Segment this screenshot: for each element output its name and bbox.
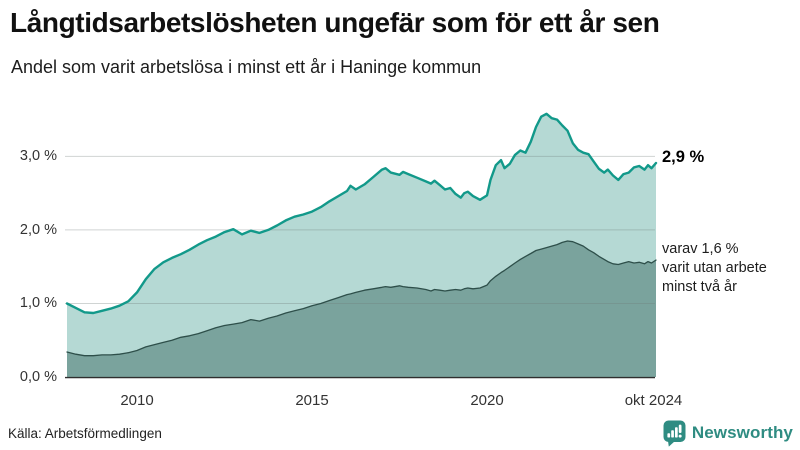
x-tick-2015: 2015: [295, 392, 329, 409]
y-tick-2: 2,0 %: [19, 222, 57, 238]
newsworthy-logo: Newsworthy: [663, 420, 793, 447]
series-line-total: [65, 112, 658, 315]
y-tick-3: 3,0 %: [19, 148, 57, 164]
newsworthy-bubble-chart-icon: [663, 420, 686, 447]
series-line-two-years: [66, 240, 657, 357]
x-tick-okt-2024: okt 2024: [624, 392, 683, 409]
source-credit: Källa: Arbetsförmedlingen: [8, 426, 162, 441]
gridlines: [65, 155, 655, 304]
annotation-two-years: varav 1,6 % varit utan arbete minst två …: [662, 240, 767, 297]
newsworthy-wordmark: Newsworthy: [691, 423, 793, 442]
y-tick-0: 0,0 %: [19, 369, 57, 385]
area-fill-two-years: [67, 241, 656, 377]
annotation-two-years-line2: varit utan arbete: [662, 260, 767, 276]
annotation-two-years-line1: varav 1,6 %: [662, 241, 739, 257]
x-tick-2020: 2020: [470, 392, 504, 409]
chart-subtitle: Andel som varit arbetslösa i minst ett å…: [11, 57, 482, 77]
x-tick-2010: 2010: [120, 392, 154, 409]
annotation-two-years-line3: minst två år: [662, 279, 737, 295]
y-tick-1: 1,0 %: [19, 295, 57, 311]
page-title: Långtidsarbetslösheten ungefär som för e…: [10, 7, 660, 38]
annotation-latest-total: 2,9 %: [662, 148, 705, 166]
